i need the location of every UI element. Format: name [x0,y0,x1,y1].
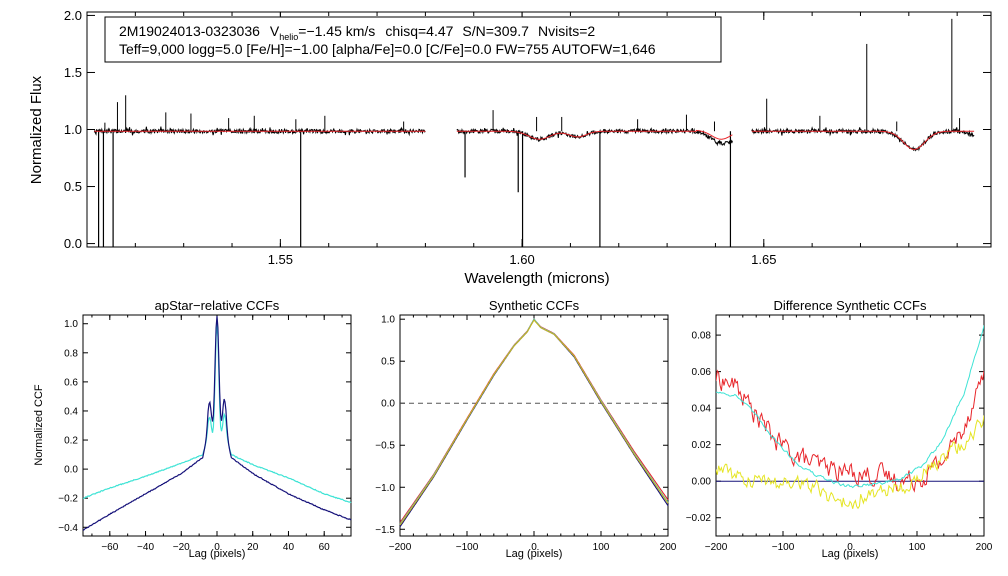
difference-ccf-series [716,325,984,489]
vhelio-subscript: helio [279,32,298,42]
y-tick-label: 1.0 [64,319,78,330]
info-line-2: Teff=9,000 logg=5.0 [Fe/H]=−1.00 [alpha/… [119,41,656,57]
chisq-value: chisq=4.47 [385,23,453,39]
apstar-ccf-lines [82,315,352,531]
y-tick-label: 0.06 [692,367,712,378]
synthetic-ccf-ticks [399,315,669,536]
synthetic-ccf-x-tick-labels: −200 −100 0 100 200 [389,542,677,553]
spectrum-x-axis-title: Wavelength (microns) [464,270,609,287]
x-tick-label: 1.60 [509,252,534,267]
apstar-ccf-series [82,315,352,531]
apstar-ccf-x-axis-title: Lag (pixels) [189,548,246,560]
x-tick-label: 20 [247,542,259,553]
y-tick-label: 0.2 [64,436,78,447]
y-tick-label: −1.0 [375,483,395,494]
difference-ccf-y-tick-labels: −0.02 0.00 0.02 0.04 0.06 0.08 [686,331,712,525]
nvisits-value: Nvisits=2 [538,23,595,39]
difference-ccf-series [716,369,984,493]
info-box [104,16,722,63]
synthetic-ccf-series [399,319,669,526]
apstar-ccf-x-tick-labels: −60 −40 −20 0 20 40 60 [101,542,330,553]
apstar-ccf-plot-frame [82,314,352,537]
y-tick-label: 1.5 [64,65,82,80]
y-tick-label: 0.00 [692,477,712,488]
x-tick-label: 0 [531,542,537,553]
synthetic-ccf-series [399,318,669,525]
x-tick-label: −100 [456,542,479,553]
y-tick-label: 1.0 [381,315,395,326]
difference-ccf-panel: Difference Synthetic CCFs −0.02 0.00 0.02 0… [686,298,993,560]
x-tick-label: 200 [976,542,993,553]
y-tick-label: −0.4 [58,523,78,534]
y-tick-label: 0.0 [64,465,78,476]
spectrum-panel: 0.0 0.5 1.0 1.5 2.0 1.55 1.60 1.65 Wavelength … [28,8,992,287]
model-spectrum-line [94,129,975,151]
difference-ccf-lines [716,325,984,510]
apstar-ccf-ticks [83,315,351,536]
apstar-ccf-panel: apStar−relative CCFs −0.4 −0.2 0.0 0.2 0.4 0.… [33,298,352,560]
y-tick-label: −0.02 [686,513,712,524]
x-tick-label: −40 [137,542,154,553]
y-tick-label: 0.02 [692,440,712,451]
spectrum-y-axis-title: Normalized Flux [28,75,45,184]
star-id: 2M19024013-0323036 [119,23,260,39]
vhelio-symbol: V [270,23,280,39]
synthetic-ccf-y-tick-labels: −1.5 −1.0 −0.5 0.0 0.5 1.0 [375,315,395,536]
x-tick-label: 0 [847,542,853,553]
x-tick-label: −60 [101,542,118,553]
model-spectrum-segment [456,129,733,140]
apstar-ccf-y-tick-labels: −0.4 −0.2 0.0 0.2 0.4 0.6 0.8 1.0 [58,319,78,534]
y-tick-label: 0.0 [381,399,395,410]
difference-ccf-series [716,415,984,510]
y-tick-label: 0.0 [64,236,82,251]
x-tick-label: −200 [389,542,412,553]
difference-ccf-x-axis-title: Lag (pixels) [822,548,879,560]
y-tick-label: −0.2 [58,494,78,505]
x-tick-label: 100 [593,542,610,553]
synthetic-ccf-panel: Synthetic CCFs −1.5 −1.0 −0.5 0.0 0.5 1.0 −20… [375,298,677,560]
vhelio-value: =−1.45 km/s [298,23,375,39]
apstar-ccf-title: apStar−relative CCFs [155,298,280,313]
difference-ccf-title: Difference Synthetic CCFs [774,298,927,313]
observed-spectrum-segment [456,127,733,147]
x-tick-label: 60 [319,542,331,553]
x-tick-label: −200 [705,542,728,553]
synthetic-ccf-plot-frame [399,314,669,537]
x-tick-label: 100 [909,542,926,553]
y-tick-label: −1.5 [375,525,395,536]
synthetic-ccf-lines [399,318,669,528]
model-spectrum-segment [751,130,975,151]
synthetic-ccf-x-axis-title: Lag (pixels) [506,548,563,560]
synthetic-ccf-title: Synthetic CCFs [489,298,580,313]
info-line-1: 2M19024013-0323036 Vhelio=−1.45 km/s chisq… [119,23,595,42]
x-tick-label: 0 [214,542,220,553]
x-tick-label: 1.55 [268,252,293,267]
y-tick-label: 0.5 [381,357,395,368]
y-tick-label: 0.5 [64,179,82,194]
y-tick-label: 1.0 [64,122,82,137]
x-tick-label: −20 [173,542,190,553]
y-tick-label: −0.5 [375,441,395,452]
difference-ccf-x-tick-labels: −200 −100 0 100 200 [705,542,993,553]
sn-value: S/N=309.7 [462,23,529,39]
spectrum-y-tick-labels: 0.0 0.5 1.0 1.5 2.0 [64,8,82,251]
spectrum-x-tick-labels: 1.55 1.60 1.65 [268,252,777,267]
y-tick-label: 0.4 [64,406,78,417]
y-tick-label: 0.6 [64,377,78,388]
apstar-ccf-y-axis-title: Normalized CCF [33,384,45,466]
synthetic-ccf-series [399,318,669,523]
y-tick-label: 0.08 [692,331,712,342]
synthetic-ccf-series [399,318,669,528]
x-tick-label: 1.65 [751,252,776,267]
apstar-ccf-series [82,323,352,504]
y-tick-label: 0.8 [64,348,78,359]
x-tick-label: 40 [283,542,295,553]
y-tick-label: 0.04 [692,404,712,415]
x-tick-label: 200 [660,542,677,553]
x-tick-label: −100 [772,542,795,553]
observed-spectrum-segment [93,126,426,137]
observed-spectrum-line [93,18,975,247]
y-tick-label: 2.0 [64,8,82,23]
